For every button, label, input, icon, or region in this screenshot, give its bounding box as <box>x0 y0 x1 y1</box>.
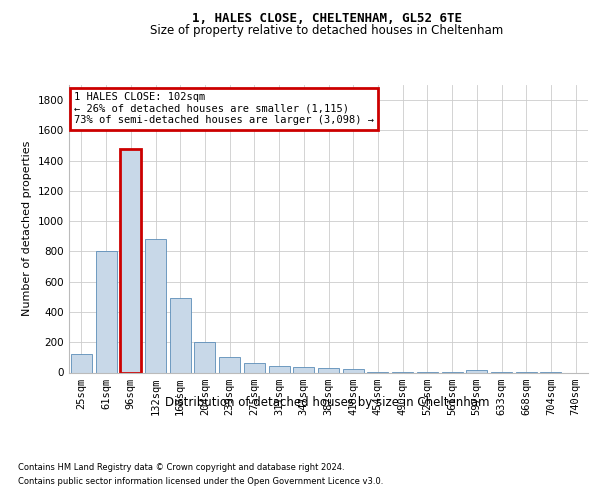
Text: 1, HALES CLOSE, CHELTENHAM, GL52 6TE: 1, HALES CLOSE, CHELTENHAM, GL52 6TE <box>192 12 462 26</box>
Bar <box>71 354 92 372</box>
Text: Contains HM Land Registry data © Crown copyright and database right 2024.: Contains HM Land Registry data © Crown c… <box>18 464 344 472</box>
Bar <box>244 362 265 372</box>
Text: Distribution of detached houses by size in Cheltenham: Distribution of detached houses by size … <box>165 396 489 409</box>
Bar <box>318 368 339 372</box>
Bar <box>219 356 240 372</box>
Text: 1 HALES CLOSE: 102sqm
← 26% of detached houses are smaller (1,115)
73% of semi-d: 1 HALES CLOSE: 102sqm ← 26% of detached … <box>74 92 374 126</box>
Bar <box>170 298 191 372</box>
Bar <box>343 370 364 372</box>
Bar <box>194 342 215 372</box>
Text: Size of property relative to detached houses in Cheltenham: Size of property relative to detached ho… <box>151 24 503 37</box>
Bar <box>466 370 487 372</box>
Bar <box>120 148 141 372</box>
Bar <box>95 252 116 372</box>
Bar <box>145 240 166 372</box>
Bar <box>293 367 314 372</box>
Text: Contains public sector information licensed under the Open Government Licence v3: Contains public sector information licen… <box>18 477 383 486</box>
Bar <box>269 366 290 372</box>
Y-axis label: Number of detached properties: Number of detached properties <box>22 141 32 316</box>
